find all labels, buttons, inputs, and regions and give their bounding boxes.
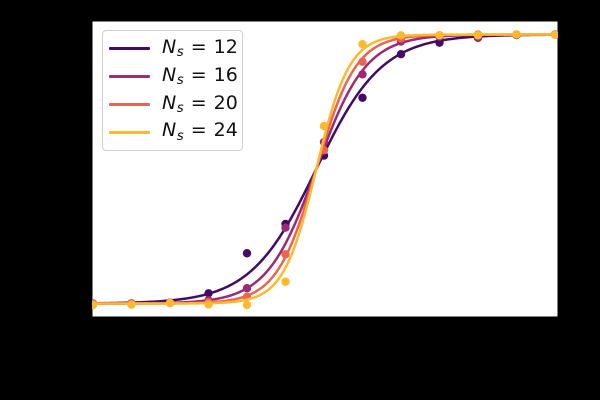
legend-entry-ns-12: Ns = 12 <box>109 35 238 63</box>
scatter-point-ns-24 <box>396 31 406 40</box>
legend: Ns = 12 Ns = 16 Ns = 20 Ns = 24 <box>102 30 243 151</box>
scatter-point-ns-20 <box>281 250 290 259</box>
scatter-point-ns-20 <box>358 57 367 66</box>
legend-entry-ns-20: Ns = 20 <box>109 91 238 119</box>
legend-label-equals: = <box>184 63 213 86</box>
legend-line-sample <box>109 75 150 79</box>
scatter-point-ns-24 <box>550 30 558 40</box>
legend-label-equals: = <box>184 91 213 114</box>
legend-line-sample <box>109 130 150 134</box>
legend-label-var: N <box>162 36 177 59</box>
scatter-point-ns-16 <box>358 70 367 79</box>
legend-label-value: 20 <box>213 91 238 114</box>
scatter-point-ns-12 <box>396 49 406 59</box>
legend-label: Ns = 12 <box>162 38 238 60</box>
legend-label: Ns = 20 <box>162 91 238 116</box>
scatter-point-ns-12 <box>204 289 213 298</box>
legend-label-value: 16 <box>213 63 238 86</box>
scatter-point-ns-16 <box>242 284 252 293</box>
legend-entry-ns-16: Ns = 16 <box>109 63 238 91</box>
legend-entry-ns-24: Ns = 24 <box>109 118 238 146</box>
legend-label-equals: = <box>184 36 213 59</box>
scatter-point-ns-24 <box>473 31 483 40</box>
scatter-point-ns-24 <box>512 30 521 39</box>
scatter-point-ns-16 <box>281 223 290 232</box>
legend-label-subscript: s <box>176 73 184 89</box>
legend-line-sample <box>109 47 150 51</box>
legend-line-sample <box>109 102 150 106</box>
scatter-ns-24 <box>92 30 558 310</box>
scatter-point-ns-12 <box>435 38 444 47</box>
scatter-point-ns-24 <box>281 277 290 286</box>
legend-label-subscript: s <box>176 128 184 144</box>
legend-label: Ns = 24 <box>162 121 238 143</box>
legend-label-var: N <box>162 91 177 114</box>
scatter-point-ns-24 <box>127 300 136 309</box>
legend-label-subscript: s <box>176 45 184 61</box>
legend-label: Ns = 16 <box>162 63 238 89</box>
scatter-point-ns-24 <box>319 121 329 131</box>
plot-content <box>92 30 558 310</box>
scatter-point-ns-24 <box>358 40 367 49</box>
scatter-point-ns-24 <box>165 298 175 308</box>
legend-label-equals: = <box>184 119 213 142</box>
scatter-point-ns-24 <box>435 31 444 40</box>
scatter-point-ns-24 <box>204 300 213 309</box>
scatter-point-ns-12 <box>242 249 252 258</box>
legend-label-subscript: s <box>176 100 184 116</box>
legend-label-var: N <box>162 63 177 86</box>
scatter-point-ns-12 <box>358 93 367 102</box>
legend-label-var: N <box>162 119 177 142</box>
legend-label-value: 12 <box>213 36 238 59</box>
scatter-point-ns-24 <box>242 300 252 310</box>
legend-label-value: 24 <box>213 119 238 142</box>
scatter-point-ns-24 <box>92 300 98 310</box>
